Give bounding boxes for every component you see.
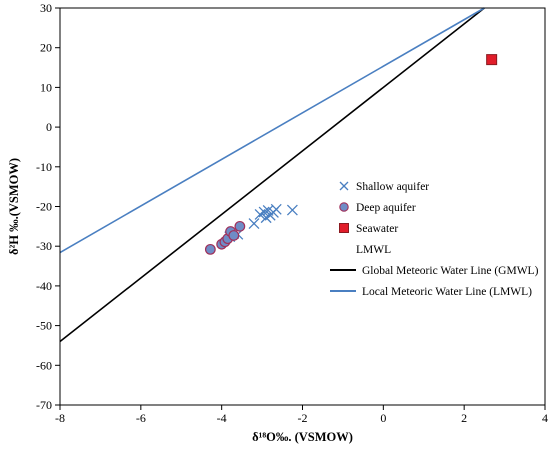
y-tick-label: 30 [40,1,52,15]
y-tick-label: -70 [36,398,52,412]
legend-label: Global Meteoric Water Line (GMWL) [362,265,539,277]
y-tick-label: -40 [36,279,52,293]
seawater-point [486,54,498,66]
y-tick-label: 0 [46,120,52,134]
cross-stroke [339,181,349,191]
legend-label: Shallow aquifer [356,181,429,193]
y-tick-label: -30 [36,239,52,253]
y-axis: -70 -60 -50 -40 -30 -20 -10 0 10 20 30 [36,1,60,412]
meteoric-water-line [59,7,485,343]
legend: Shallow aquifer Deep aquifer Seawater LMWL G… [330,181,539,298]
x-tick-label: 4 [542,411,548,425]
x-axis: -8 -6 -4 -2 0 2 4 [55,405,548,425]
legend-circle-symbol [339,202,349,212]
y-tick-label: 10 [40,80,52,94]
cross-stroke [258,206,270,218]
legend-label: LMWL [356,244,391,256]
y-tick-label: -10 [36,160,52,174]
plot-lines [59,7,485,343]
deep-aquifer-point [234,220,246,232]
y-tick-label: -60 [36,358,52,372]
x-tick-label: -8 [55,411,65,425]
shallow-aquifer-point [286,204,298,216]
x-tick-label: 2 [461,411,467,425]
shallow-aquifer-point [270,203,282,215]
cross-stroke [262,205,274,216]
x-tick-label: 0 [380,411,386,425]
cross-stroke [248,218,260,230]
legend-square-symbol [339,223,349,233]
legend-cross-symbol [339,181,349,191]
deep-aquifer-point [204,243,216,255]
x-tick-label: -2 [298,411,308,425]
legend-label: Deep aquifer [356,202,416,214]
y-tick-label: -50 [36,319,52,333]
x-tick-label: -6 [136,411,146,425]
deep-aquifer-point [228,230,240,241]
x-tick-label: -4 [217,411,227,425]
legend-label: Seawater [356,223,398,235]
shallow-aquifer-point [248,218,260,230]
y-tick-label: 20 [40,41,52,55]
meteoric-water-line [59,7,485,254]
y-axis-title: δ²H ‰.(VSMOW) [7,158,21,255]
x-axis-title: δ¹⁸O‰. (VSMOW) [252,430,353,444]
cross-stroke [286,204,298,216]
legend-label: Local Meteoric Water Line (LMWL) [362,286,532,298]
cross-stroke [270,203,282,215]
y-tick-label: -20 [36,200,52,214]
plot-points [204,54,498,255]
